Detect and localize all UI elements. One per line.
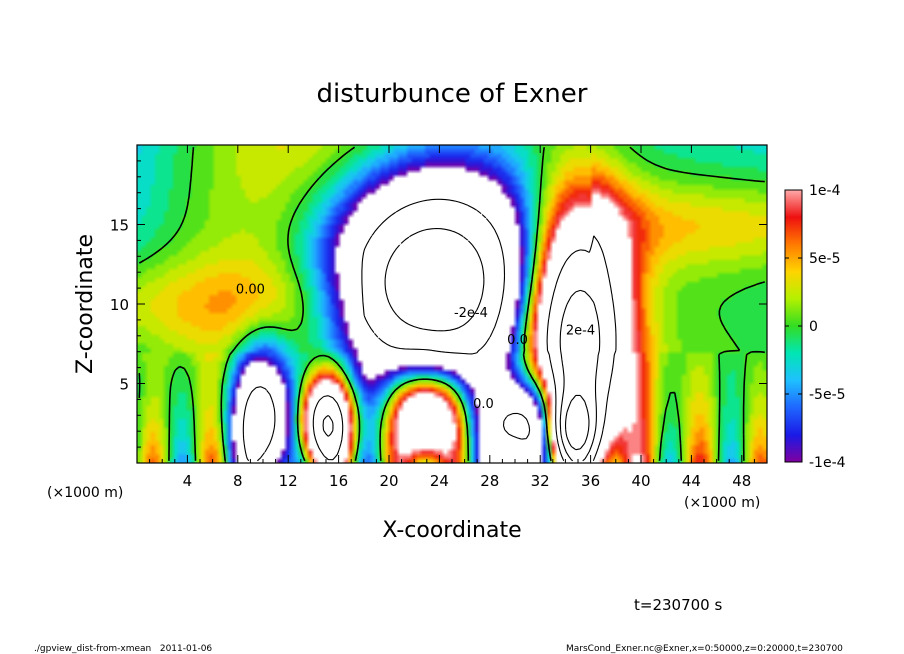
field-image — [137, 145, 767, 463]
colorbar-tick-label: -5e-5 — [809, 387, 846, 403]
contour-line — [322, 289, 601, 462]
x-tick-label: 36 — [581, 472, 600, 490]
colorbar-tick-label: 0 — [809, 319, 818, 335]
x-tick-label: 20 — [379, 472, 398, 490]
x-tick-label: 28 — [480, 472, 499, 490]
contour-label: 0.00 — [236, 282, 265, 297]
contour-line — [242, 198, 531, 462]
time-label: t=230700 s — [634, 596, 722, 614]
colorbar-tick-label: -1e-4 — [809, 455, 846, 471]
x-tick-label: 48 — [732, 472, 751, 490]
y-axis: 5 10 15 — [110, 160, 767, 448]
colorbar-tick-label: 1e-4 — [809, 183, 841, 199]
x-tick-label: 12 — [279, 472, 298, 490]
contour-line — [138, 146, 766, 462]
x-axis: 4 8 12 16 20 24 28 32 36 40 44 48 — [149, 145, 755, 490]
contour-label: 0.0 — [507, 333, 528, 348]
script-label: ./gpview_dist-from-xmean 2011-01-06 — [34, 644, 212, 654]
x-tick-label: 40 — [631, 472, 650, 490]
y-tick-label: 15 — [110, 217, 129, 235]
contour-line — [312, 235, 617, 462]
contour-lines — [138, 146, 766, 462]
x-axis-label: X-coordinate — [382, 518, 521, 543]
x-tick-label: 32 — [531, 472, 550, 490]
x-unit-right: (×1000 m) — [684, 495, 760, 511]
x-tick-label: 44 — [682, 472, 701, 490]
y-axis-label: Z-coordinate — [73, 234, 98, 374]
source-label: MarsCond_Exner.nc@Exner,x=0:50000,z=0:20… — [566, 644, 843, 654]
x-unit-left: (×1000 m) — [47, 485, 123, 501]
colorbar: 1e-4 5e-5 0 -5e-5 -1e-4 — [784, 183, 846, 471]
contour-line — [384, 227, 485, 332]
contour-labels: 0.00 -2e-4 2e-4 0.0 0.0 — [236, 282, 595, 412]
x-tick-label: 8 — [233, 472, 243, 490]
y-tick-label: 5 — [119, 376, 129, 394]
contour-label: 2e-4 — [566, 324, 595, 339]
exner-field-raster — [137, 145, 767, 463]
y-tick-label: 10 — [110, 296, 129, 314]
x-tick-label: 24 — [430, 472, 449, 490]
chart-title: disturbunce of Exner — [317, 79, 588, 109]
x-tick-label: 4 — [183, 472, 193, 490]
colorbar-tick-label: 5e-5 — [809, 251, 840, 267]
contour-label: 0.0 — [473, 397, 494, 412]
x-tick-label: 16 — [329, 472, 348, 490]
contour-line — [564, 394, 590, 451]
contour-label: -2e-4 — [454, 306, 488, 321]
